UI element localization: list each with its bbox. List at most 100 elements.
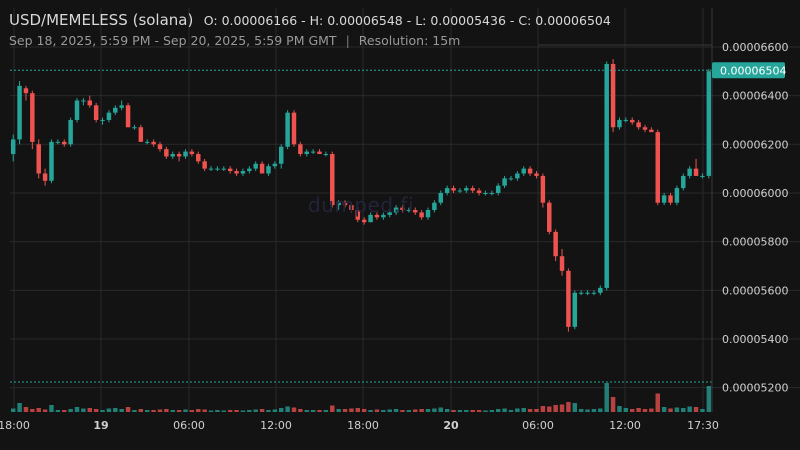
candle-body [81, 100, 86, 102]
volume-bar [400, 410, 405, 412]
candle-body [629, 119, 635, 123]
candle-body [215, 168, 220, 170]
candle-body [336, 202, 341, 206]
volume-bar [591, 409, 597, 412]
candle-body [298, 144, 303, 155]
candle-body [610, 63, 616, 128]
volume-bar [393, 409, 399, 412]
candle-body [419, 212, 424, 218]
candle-body [234, 171, 239, 174]
candle-body [132, 127, 137, 129]
volume-bar [221, 410, 227, 412]
candle-body [144, 141, 150, 143]
candle-body [668, 195, 673, 203]
x-tick-label: 20 [443, 419, 459, 432]
candle-body [547, 202, 552, 232]
candle-body [591, 292, 597, 294]
volume-bar [419, 409, 424, 412]
candle-body [413, 210, 418, 213]
candles [10, 59, 712, 332]
volume-bar [534, 409, 539, 412]
volume-bar [189, 410, 195, 412]
candle-body [374, 214, 380, 218]
volume-bar [381, 410, 386, 412]
volume-bar [151, 410, 156, 412]
candle-body [585, 292, 590, 294]
separator: | [345, 33, 350, 48]
y-tick-label: 0.00005200 [722, 382, 788, 395]
x-tick-label: 12:00 [609, 419, 641, 432]
candle-body [208, 168, 214, 170]
candle-body [170, 154, 175, 157]
volume-bar [74, 407, 80, 412]
candle-body [483, 192, 488, 194]
volume-bar [649, 408, 654, 412]
candle-body [87, 100, 93, 106]
volume-bar [374, 409, 380, 412]
volume-bar [700, 409, 705, 412]
volume-bar [310, 410, 316, 412]
candle-body [566, 270, 571, 327]
candle-body [425, 210, 431, 218]
candle-body [30, 93, 35, 142]
ohlc-readout: O: 0.00006166 - H: 0.00006548 - L: 0.000… [203, 13, 611, 28]
candle-body [495, 185, 501, 193]
candle-body [10, 139, 16, 155]
volume-bars [10, 383, 712, 412]
volume-bar [42, 409, 48, 412]
candle-body [49, 141, 54, 181]
volume-bar [208, 410, 214, 412]
candle-body [176, 154, 182, 157]
candle-body [68, 119, 73, 145]
candle-body [106, 112, 112, 120]
volume-bar [361, 409, 367, 412]
candle-body [349, 205, 354, 210]
candle-body [138, 127, 144, 142]
x-tick-label: 18:00 [0, 419, 30, 432]
candle-body [693, 168, 699, 176]
volume-bar [157, 409, 163, 412]
volume-bar [623, 408, 629, 412]
volume-bar [444, 409, 450, 412]
candle-body [636, 122, 641, 128]
candle-body [221, 168, 227, 170]
candle-body [706, 71, 712, 176]
volume-bar [425, 409, 431, 412]
candle-body [674, 188, 680, 203]
candle-body [125, 105, 131, 128]
volume-bar [36, 408, 41, 412]
volume-bar [438, 407, 444, 412]
volume-bar [464, 410, 469, 412]
volume-bar [508, 410, 514, 412]
candle-body [310, 151, 316, 153]
x-tick-label: 06:00 [173, 419, 205, 432]
candle-body [381, 214, 386, 218]
volume-bar [170, 410, 175, 412]
candle-body [617, 119, 622, 128]
volume-bar [495, 409, 501, 412]
candle-body [164, 149, 169, 157]
volume-bar [49, 405, 54, 412]
volume-bar [368, 410, 373, 412]
candle-body [700, 175, 705, 177]
candle-body [476, 190, 482, 193]
volume-bar [266, 410, 271, 412]
volume-bar [125, 407, 131, 412]
y-tick-label: 0.00005400 [722, 333, 788, 346]
y-tick-label: 0.00005600 [722, 284, 788, 297]
candle-body [93, 105, 99, 120]
candle-body [151, 141, 156, 145]
candle-body [157, 144, 163, 150]
volume-bar [87, 408, 93, 412]
candle-body [553, 231, 558, 257]
volume-bar [674, 407, 680, 412]
volume-bar [585, 409, 590, 412]
volume-bar [642, 409, 648, 412]
volume-bar [572, 403, 578, 412]
volume-bar [336, 409, 341, 412]
y-axis: 0.00006600 0.00006400 0.00006200 0.00006000… [712, 41, 788, 395]
candle-body [240, 171, 246, 174]
candle-body [36, 144, 41, 174]
candle-body [202, 161, 207, 169]
